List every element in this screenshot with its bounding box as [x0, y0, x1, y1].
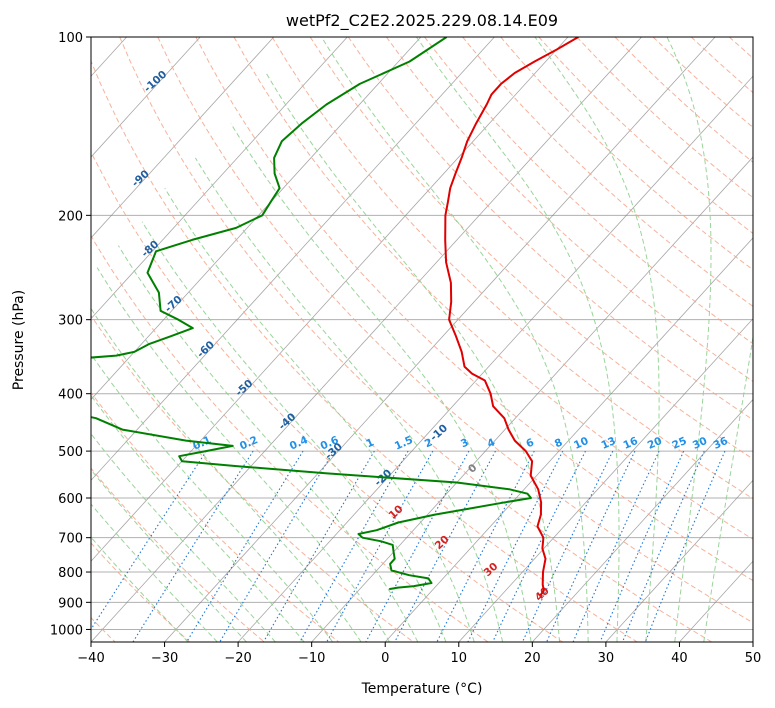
x-tick-label: −30: [151, 651, 178, 666]
y-tick-label: 700: [58, 532, 83, 547]
dry-adiabat-line: [91, 467, 265, 642]
mixing-ratio-label: 1: [364, 436, 376, 450]
mixing-ratio-line: [436, 450, 535, 642]
dry-adiabat-line: [347, 37, 753, 421]
mixing-ratio-label: 8: [553, 436, 565, 450]
temperature-profile-line: [444, 37, 579, 596]
moist-adiabat-line: [415, 37, 620, 642]
x-axis-title: Temperature (°C): [361, 681, 483, 697]
dry-adiabat-line: [424, 37, 753, 345]
dry-adiabat-line: [385, 37, 753, 383]
mixing-ratio-label: 13: [599, 435, 617, 452]
chart-title: wetPf2_C2E2.2025.229.08.14.E09: [286, 11, 558, 31]
moist-adiabat-line: [534, 37, 660, 642]
x-tick-label: 20: [524, 651, 541, 666]
isotherm-line: [91, 37, 201, 158]
mixing-ratio-label: 36: [712, 435, 730, 452]
isotherm-line: [164, 37, 716, 642]
mixing-ratio-label: 25: [670, 435, 688, 452]
moist-adiabat-line: [194, 157, 504, 642]
axes: −40 −30 −20 −10 0 10 20 30 40 50 100 200 300 400 500 60…: [50, 31, 761, 666]
mixing-ratio-line: [521, 450, 614, 642]
y-tick-label: 1000: [50, 623, 83, 638]
isotherm-line: [384, 237, 753, 642]
y-tick-label: 300: [58, 314, 83, 329]
mixing-ratio-line: [132, 450, 254, 642]
x-tick-label: 0: [381, 651, 389, 666]
dry-adiabat-line: [157, 37, 753, 624]
dry-adiabat-line: [309, 37, 753, 460]
x-tick-label: −20: [224, 651, 251, 666]
moist-adiabat-line: [703, 334, 753, 642]
mixing-ratio-line: [326, 450, 434, 642]
isotherm-line: [237, 75, 753, 642]
mixing-ratio-label: 16: [622, 435, 640, 452]
mixing-ratio-line: [467, 450, 564, 642]
x-tick-label: 30: [598, 651, 615, 666]
mixing-ratio-line: [492, 450, 586, 642]
y-tick-label: 800: [58, 566, 83, 581]
dry-adiabat-line: [119, 37, 713, 642]
moist-adiabat-line: [164, 187, 475, 642]
y-tick-label: 200: [58, 209, 83, 224]
x-tick-label: 40: [671, 651, 688, 666]
moist-adiabat-line: [91, 536, 189, 642]
moist-adiabat-line: [91, 503, 218, 642]
isotherm-line: [532, 398, 753, 642]
isotherm-line: [91, 37, 495, 481]
isotherm-line: [91, 37, 275, 239]
y-tick-label: 900: [58, 596, 83, 611]
y-tick-label: 600: [58, 492, 83, 507]
y-tick-label: 400: [58, 388, 83, 403]
y-tick-label: 500: [58, 445, 83, 460]
dry-adiabat-line: [91, 59, 638, 642]
x-tick-label: 10: [451, 651, 468, 666]
dry-adiabat-line: [271, 37, 753, 500]
isotherm-line: [91, 37, 422, 401]
mixing-ratio-line: [572, 450, 660, 642]
plot-frame: [90, 36, 754, 643]
dewpoint-profile-line: [91, 37, 532, 591]
dry-adiabat-line: [233, 37, 753, 540]
y-tick-label: 100: [58, 31, 83, 46]
mixing-ratio-label: 30: [691, 435, 709, 452]
mixing-ratio-line: [299, 450, 409, 642]
dry-adiabat-line: [195, 37, 753, 582]
mixing-ratio-label: 6: [524, 436, 536, 450]
y-axis-title: Pressure (hPa): [11, 290, 27, 390]
mixing-ratio-label: 2: [423, 436, 435, 450]
mixing-ratio-line: [546, 450, 636, 642]
isotherm-line: [91, 37, 348, 320]
dry-adiabat-line: [462, 37, 753, 307]
x-tick-label: −10: [298, 651, 325, 666]
moist-adiabat-line: [321, 37, 589, 642]
moist-adiabat-line: [265, 72, 561, 642]
dry-adiabat-line: [91, 150, 563, 642]
mixing-ratio-line: [394, 450, 496, 642]
x-tick-label: −40: [77, 651, 104, 666]
mixing-ratio-label: 20: [646, 435, 664, 452]
mixing-ratio-label: 3: [459, 436, 471, 450]
moist-adiabat-line: [91, 432, 276, 642]
isotherm-line: [91, 37, 569, 562]
moist-adiabat-line: [91, 353, 334, 642]
moist-adiabat-line: [91, 307, 362, 642]
moist-adiabat-line: [230, 123, 532, 642]
moist-adiabat-line: [141, 221, 447, 642]
moist-adiabat-line: [91, 394, 305, 642]
isotherm-line: [458, 318, 753, 642]
moist-adiabat-line: [666, 37, 712, 642]
isotherm-line: [605, 479, 753, 642]
mixing-ratio-line: [186, 450, 304, 642]
mixing-ratio-label: 10: [572, 435, 590, 452]
x-tick-label: 50: [745, 651, 762, 666]
mixing-ratio-label: 4: [486, 436, 498, 450]
moist-adiabat-line: [91, 468, 247, 642]
moist-adiabat-line: [96, 267, 390, 642]
mixing-ratio-line: [365, 450, 470, 642]
moist-adiabat-line: [117, 245, 419, 642]
